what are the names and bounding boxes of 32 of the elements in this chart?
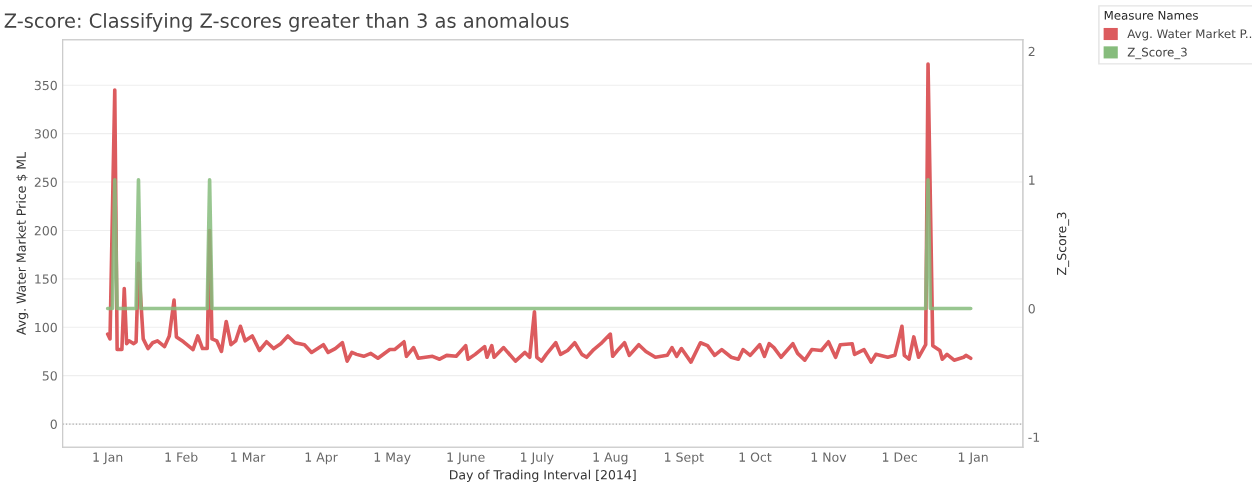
x-tick-label: 1 June [447, 452, 485, 465]
x-tick-label: 1 Apr [305, 452, 338, 465]
x-tick-label: 1 July [520, 452, 554, 465]
y-tick-label: 50 [42, 371, 57, 381]
x-tick-label: 1 Jan [93, 452, 123, 465]
x-tick-label: 1 Jan [958, 452, 988, 465]
y2-tick-label: 0 [1028, 303, 1035, 314]
y-tick-label: 300 [34, 129, 57, 139]
x-tick-label: 1 May [374, 452, 411, 465]
y2-axis-title: Z_Score_3 [1056, 212, 1070, 275]
x-axis-title: Day of Trading Interval [2014] [450, 469, 636, 482]
x-tick-label: 1 Oct [739, 452, 772, 462]
legend-title: Measure Names [1104, 10, 1198, 20]
y-tick-label: 0 [50, 419, 57, 429]
y2-tick-label: 2 [1028, 46, 1035, 57]
x-tick-label: 1 Feb [165, 452, 198, 462]
y-tick-label: 250 [34, 177, 57, 187]
x-tick-label: 1 Mar [231, 452, 266, 462]
x-tick-label: 1 Nov [811, 452, 847, 462]
y-tick-label: 100 [35, 322, 57, 333]
y2-tick-label: -1 [1028, 432, 1040, 442]
x-tick-label: 1 Sept [665, 452, 704, 465]
legend-label: Z_Score_3 [1127, 47, 1187, 60]
y2-tick-label: 1 [1029, 175, 1035, 185]
y-tick-label: 150 [35, 274, 57, 284]
y-tick-label: 200 [34, 225, 57, 236]
chart-title: Z-score: Classifying Z-scores greater than 3 as anomalous [4, 12, 569, 32]
x-tick-label: 1 Aug [593, 452, 628, 465]
x-tick-label: 1 Dec [882, 452, 917, 462]
y-axis-title: Avg. Water Market Price $ ML [16, 152, 29, 335]
y-tick-label: 350 [34, 80, 57, 91]
legend-label: Avg. Water Market P.. [1127, 29, 1252, 41]
